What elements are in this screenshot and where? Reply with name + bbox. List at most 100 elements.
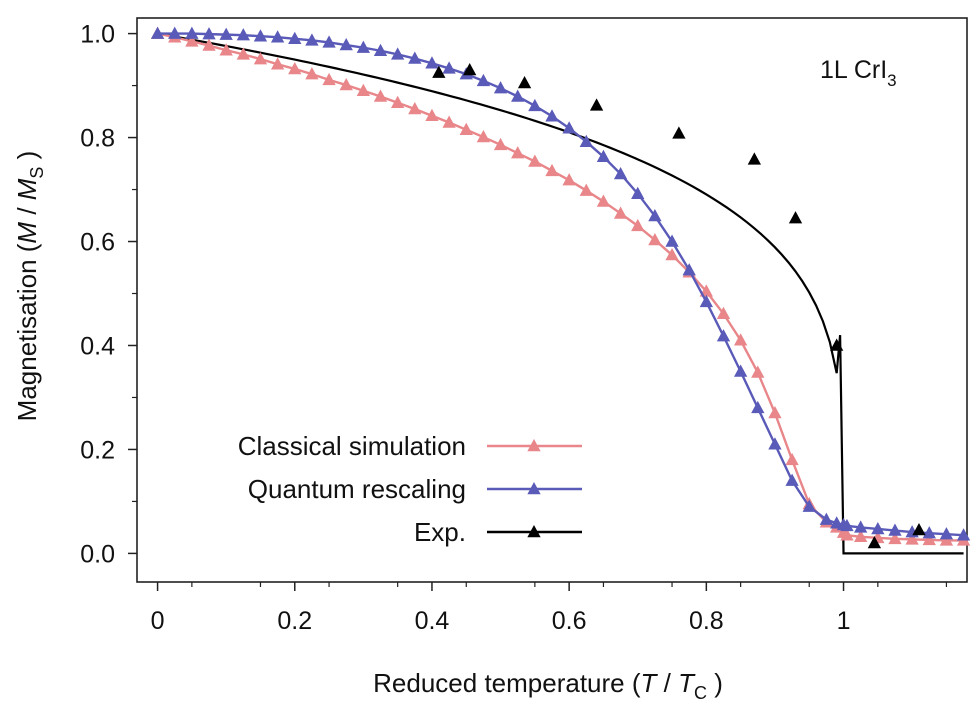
series-point-quantum <box>699 294 713 308</box>
series-point-quantum <box>888 523 902 536</box>
series-point-quantum <box>682 263 696 276</box>
series-point-quantum <box>253 29 268 42</box>
series-point-classical <box>613 206 628 219</box>
y-tick-label: 0.2 <box>80 436 115 464</box>
series-point-quantum <box>819 512 834 525</box>
series-point-classical <box>339 78 353 91</box>
series-point-exp <box>589 98 604 111</box>
series-point-classical <box>511 146 525 159</box>
series-point-quantum <box>168 26 182 39</box>
legend-marker-classical <box>527 439 541 452</box>
series-point-classical <box>493 137 508 151</box>
series-point-classical <box>631 218 645 232</box>
series-point-quantum <box>408 51 422 64</box>
series-point-quantum <box>425 56 439 69</box>
series-point-quantum <box>840 518 854 532</box>
legend-label-quantum: Quantum rescaling <box>248 474 466 504</box>
series-point-quantum <box>939 527 954 540</box>
series-point-exp <box>517 75 532 89</box>
series-point-classical <box>665 248 679 261</box>
series-point-quantum <box>716 329 731 342</box>
series-point-quantum <box>579 134 593 147</box>
series-point-quantum <box>202 27 216 40</box>
series-point-classical <box>459 122 473 136</box>
series-point-classical <box>236 47 250 60</box>
legend: Classical simulation Quantum rescaling Exp… <box>238 431 582 547</box>
series-point-exp <box>912 523 926 536</box>
series-point-exp <box>747 152 762 165</box>
series-point-quantum <box>150 26 165 39</box>
series-point-classical <box>768 406 782 419</box>
series-point-classical <box>288 61 302 75</box>
series-point-quantum <box>476 73 491 87</box>
x-tick-label: 0 <box>151 607 165 635</box>
series-point-quantum <box>596 149 611 163</box>
series-point-classical <box>408 101 422 115</box>
series-point-quantum <box>373 43 388 56</box>
series-point-quantum <box>511 89 525 102</box>
annotation-1l-cri3: 1L CrI3 <box>820 56 897 90</box>
series-point-quantum <box>768 437 782 450</box>
series-point-quantum <box>356 40 371 53</box>
y-tick-label: 0.0 <box>80 540 115 568</box>
series-point-exp <box>672 126 686 139</box>
legend-marker-exp <box>527 525 541 538</box>
series-point-exp <box>867 536 882 549</box>
series-point-classical <box>888 531 902 545</box>
series-point-quantum <box>288 31 302 45</box>
series-point-classical <box>185 34 199 47</box>
series-point-classical <box>425 108 439 121</box>
y-tick-label: 0.4 <box>80 332 115 360</box>
series-point-quantum <box>733 364 748 377</box>
plot-border <box>136 17 968 583</box>
series-point-quantum <box>665 234 679 247</box>
y-tick-label: 0.6 <box>80 229 115 257</box>
series-point-classical <box>545 163 559 177</box>
series-point-quantum <box>528 98 542 112</box>
series-point-classical <box>785 452 799 466</box>
series-quantum <box>150 26 971 541</box>
y-axis: 0.0 0.2 0.4 0.6 0.8 1.0 <box>80 21 137 568</box>
series-point-classical <box>391 95 405 108</box>
series-point-classical <box>905 532 919 545</box>
series-point-classical <box>253 52 268 65</box>
series-point-quantum <box>751 400 765 414</box>
series-exp-points <box>432 62 926 549</box>
legend-label-exp: Exp. <box>414 517 466 547</box>
y-tick-label: 1.0 <box>80 21 115 49</box>
x-tick-label: 0.2 <box>277 607 312 635</box>
series-point-quantum <box>871 521 885 535</box>
series-point-classical <box>322 72 336 86</box>
series-point-quantum <box>956 528 971 541</box>
y-axis-title: Magnetisation (M / MS ) <box>12 151 47 422</box>
series-layer <box>150 26 971 555</box>
series-point-quantum <box>922 526 936 539</box>
series-point-classical <box>356 83 371 97</box>
series-point-classical <box>373 89 388 102</box>
series-point-classical <box>840 528 854 541</box>
legend-label-classical: Classical simulation <box>238 431 466 461</box>
x-axis-title: Reduced temperature (T / TC ) <box>373 668 723 703</box>
series-point-classical <box>270 57 285 70</box>
series-point-quantum <box>185 26 199 39</box>
series-point-quantum <box>305 33 319 46</box>
series-point-exp <box>788 211 803 224</box>
series-point-classical <box>562 173 576 186</box>
x-tick-label: 0.6 <box>552 607 587 635</box>
y-tick-label: 0.8 <box>80 125 115 153</box>
series-point-quantum <box>219 27 233 40</box>
x-tick-label: 0.8 <box>689 607 724 635</box>
x-axis: 0 0.2 0.4 0.6 0.8 1 <box>151 582 948 635</box>
series-point-quantum <box>442 61 456 74</box>
series-point-quantum <box>785 473 799 486</box>
series-point-quantum <box>854 520 868 533</box>
series-classical <box>150 26 971 546</box>
series-point-classical <box>202 38 216 51</box>
series-point-exp <box>463 62 477 76</box>
series-point-classical <box>528 154 542 167</box>
series-point-classical <box>476 130 491 143</box>
series-point-classical <box>751 365 765 378</box>
series-point-quantum <box>322 35 336 48</box>
series-point-quantum <box>493 81 508 94</box>
